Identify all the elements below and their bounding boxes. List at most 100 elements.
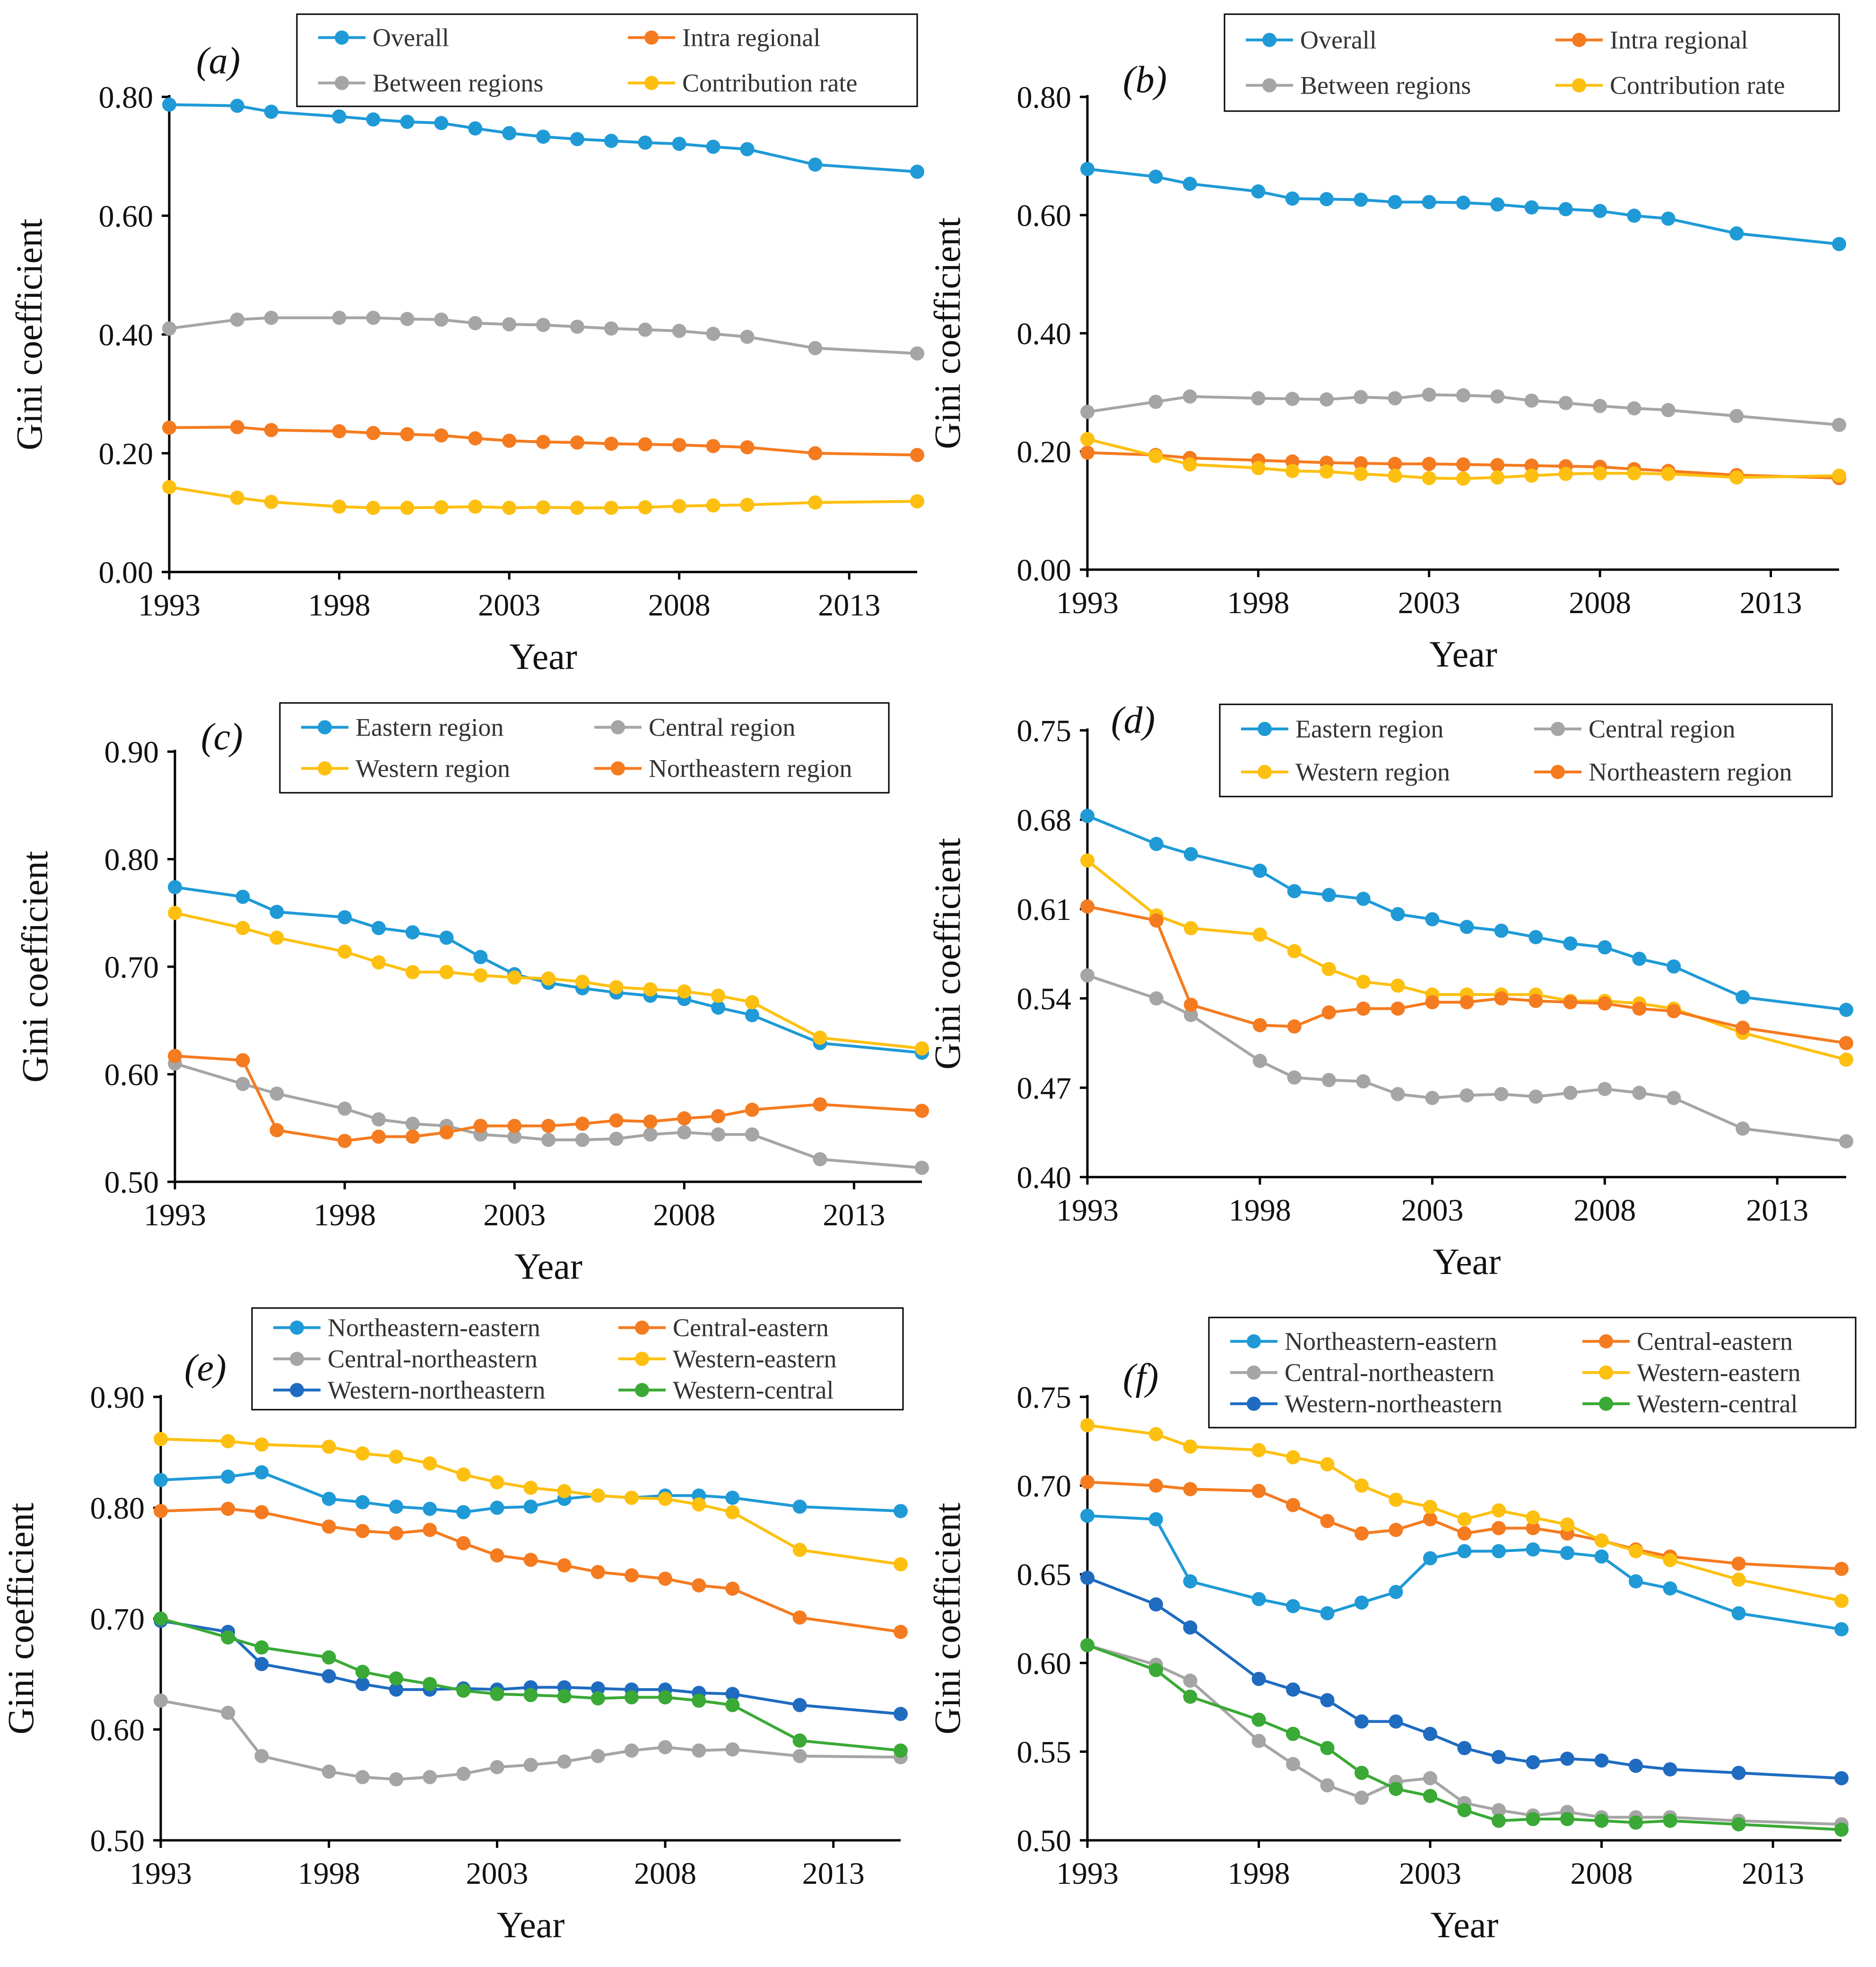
data-point xyxy=(1149,1512,1163,1526)
data-point xyxy=(591,1488,605,1503)
data-point xyxy=(1423,1771,1437,1785)
legend-label: Western-northeastern xyxy=(328,1376,545,1404)
data-point xyxy=(1388,195,1402,209)
data-point xyxy=(423,1501,437,1516)
data-point xyxy=(355,1524,370,1538)
data-point xyxy=(1593,204,1607,218)
data-point xyxy=(523,1758,538,1772)
data-point xyxy=(1080,432,1094,446)
data-point xyxy=(321,1439,336,1454)
y-tick-label: 0.75 xyxy=(1017,714,1072,748)
data-point xyxy=(1149,1427,1163,1441)
y-tick-label: 0.70 xyxy=(104,950,159,985)
data-point xyxy=(1663,1813,1677,1828)
data-point xyxy=(624,1690,639,1705)
legend-swatch-marker xyxy=(1572,78,1586,93)
data-point xyxy=(389,1682,403,1697)
legend-item: Intra regional xyxy=(628,24,820,52)
data-point xyxy=(745,995,759,1010)
data-point xyxy=(1286,1682,1300,1697)
data-point xyxy=(1729,226,1744,241)
data-point xyxy=(706,139,721,154)
x-tick-label: 1993 xyxy=(138,588,200,623)
legend-label: Overall xyxy=(1300,26,1377,54)
data-point xyxy=(725,1581,740,1596)
data-point xyxy=(332,109,347,124)
data-point xyxy=(1661,467,1676,481)
data-point xyxy=(1729,470,1744,485)
data-point xyxy=(523,1499,538,1514)
data-point xyxy=(570,501,584,515)
y-tick-label: 0.80 xyxy=(90,1491,145,1526)
data-point xyxy=(1149,913,1164,928)
y-tick-label: 0.00 xyxy=(1017,553,1072,588)
data-point xyxy=(792,1733,807,1748)
x-tick-label: 1993 xyxy=(1056,1193,1119,1228)
data-point xyxy=(1080,968,1094,983)
data-point xyxy=(643,1127,658,1142)
data-point xyxy=(1558,467,1573,481)
data-point xyxy=(591,1749,605,1763)
data-point xyxy=(1563,1085,1578,1100)
legend-label: Central-northeastern xyxy=(1285,1359,1494,1387)
legend-box xyxy=(1224,13,1840,112)
data-point xyxy=(1629,1815,1643,1830)
x-tick-label: 2008 xyxy=(1569,586,1631,620)
legend-label: Eastern region xyxy=(1295,715,1443,743)
data-point xyxy=(154,1473,168,1487)
data-point xyxy=(808,341,823,355)
data-point xyxy=(808,495,823,510)
legend-item: Between regions xyxy=(318,69,543,97)
data-point xyxy=(1456,388,1470,403)
data-point xyxy=(624,1490,639,1505)
data-point xyxy=(541,1118,556,1133)
x-tick-label: 1998 xyxy=(313,1198,376,1232)
legend-item: Western-central xyxy=(618,1376,834,1404)
legend-swatch-marker xyxy=(1258,722,1272,736)
legend: Eastern region Central region Western regi… xyxy=(279,702,890,794)
data-point xyxy=(575,1117,590,1131)
data-point xyxy=(1593,399,1607,413)
data-point xyxy=(355,1677,370,1691)
data-point xyxy=(894,1504,908,1518)
data-point xyxy=(254,1465,269,1480)
data-point xyxy=(692,1693,706,1708)
legend-item: Intra regional xyxy=(1555,26,1748,54)
data-point xyxy=(1355,1595,1369,1610)
legend-swatch-marker xyxy=(635,1320,649,1335)
data-point xyxy=(711,988,726,1003)
series-western-northeastern xyxy=(1080,1570,1849,1785)
data-point xyxy=(1422,388,1436,402)
data-point xyxy=(1490,197,1505,212)
y-tick-label: 0.80 xyxy=(1017,80,1072,115)
data-point xyxy=(1457,1526,1472,1541)
data-point xyxy=(221,1630,235,1645)
data-point xyxy=(1287,944,1302,959)
data-point xyxy=(154,1612,168,1626)
legend-item: Contribution rate xyxy=(628,69,857,97)
legend-box xyxy=(296,13,918,107)
data-point xyxy=(792,1749,807,1763)
data-point xyxy=(1080,445,1094,460)
series-central-northeastern xyxy=(154,1693,908,1786)
data-point xyxy=(235,1053,250,1067)
data-point xyxy=(235,921,250,936)
data-point xyxy=(254,1657,269,1672)
x-tick-label: 2008 xyxy=(1573,1193,1636,1228)
legend-item: Central-northeastern xyxy=(273,1345,538,1373)
legend-label: Between regions xyxy=(1300,71,1471,100)
legend-item: Western region xyxy=(1241,758,1450,786)
legend-swatch-marker xyxy=(635,1352,649,1366)
x-axis-title: Year xyxy=(497,1904,565,1945)
data-point xyxy=(1492,1503,1506,1518)
legend-swatch-marker xyxy=(611,761,625,776)
y-tick-label: 0.54 xyxy=(1017,982,1072,1016)
legend-label: Northeastern region xyxy=(1589,758,1792,786)
data-point xyxy=(355,1495,370,1509)
data-point xyxy=(162,321,176,336)
data-point xyxy=(1321,1073,1336,1087)
legend-label: Western-northeastern xyxy=(1285,1390,1502,1418)
data-point xyxy=(915,1103,929,1118)
y-tick-label: 0.00 xyxy=(99,555,154,590)
legend-label: Overall xyxy=(373,24,449,52)
